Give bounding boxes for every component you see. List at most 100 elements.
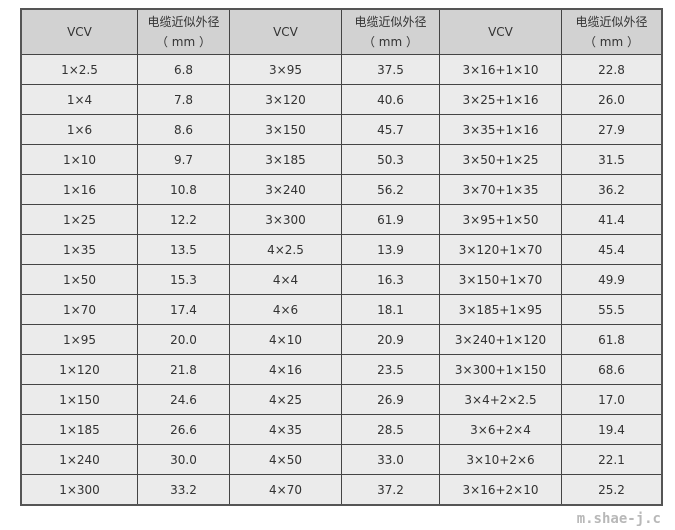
cell-diameter: 26.0 <box>561 84 663 115</box>
cell-diameter: 22.8 <box>561 54 663 85</box>
table-row: 1×50 15.3 4×4 16.3 3×150+1×70 49.9 <box>20 264 663 295</box>
cell-vcv-spec: 1×240 <box>20 444 138 475</box>
cell-vcv-spec: 3×70+1×35 <box>439 174 562 205</box>
cell-diameter: 36.2 <box>561 174 663 205</box>
table-row: 1×120 21.8 4×16 23.5 3×300+1×150 68.6 <box>20 354 663 385</box>
header-row: VCV 电缆近似外径 （ mm ） VCV 电缆近似外径 （ mm ） VCV 电缆近似外径 （… <box>20 8 663 55</box>
cell-vcv-spec: 3×185 <box>229 144 342 175</box>
cell-vcv-spec: 1×2.5 <box>20 54 138 85</box>
cell-vcv-spec: 3×35+1×16 <box>439 114 562 145</box>
cell-diameter: 6.8 <box>137 54 230 85</box>
cell-vcv-spec: 4×2.5 <box>229 234 342 265</box>
cell-vcv-spec: 1×70 <box>20 294 138 325</box>
cell-diameter: 26.9 <box>341 384 440 415</box>
table-row: 1×6 8.6 3×150 45.7 3×35+1×16 27.9 <box>20 114 663 145</box>
cell-vcv-spec: 4×16 <box>229 354 342 385</box>
cell-vcv-spec: 3×95 <box>229 54 342 85</box>
cell-diameter: 10.8 <box>137 174 230 205</box>
cell-diameter: 20.0 <box>137 324 230 355</box>
header-diameter-label: 电缆近似外径 <box>575 15 648 29</box>
cell-diameter: 18.1 <box>341 294 440 325</box>
cell-vcv-spec: 1×16 <box>20 174 138 205</box>
cell-vcv-spec: 1×95 <box>20 324 138 355</box>
cell-diameter: 26.6 <box>137 414 230 445</box>
cell-vcv-spec: 1×300 <box>20 474 138 506</box>
cell-vcv-spec: 4×4 <box>229 264 342 295</box>
cell-vcv-spec: 4×50 <box>229 444 342 475</box>
cell-vcv-spec: 1×185 <box>20 414 138 445</box>
header-diameter-label: 电缆近似外径 <box>354 15 427 29</box>
cell-vcv-spec: 4×25 <box>229 384 342 415</box>
cell-diameter: 30.0 <box>137 444 230 475</box>
cell-vcv-spec: 1×25 <box>20 204 138 235</box>
header-diameter: 电缆近似外径 （ mm ） <box>561 8 663 55</box>
cell-diameter: 61.8 <box>561 324 663 355</box>
cell-diameter: 56.2 <box>341 174 440 205</box>
cell-diameter: 21.8 <box>137 354 230 385</box>
cell-diameter: 7.8 <box>137 84 230 115</box>
cell-diameter: 33.0 <box>341 444 440 475</box>
table-row: 1×2.5 6.8 3×95 37.5 3×16+1×10 22.8 <box>20 54 663 85</box>
table-row: 1×300 33.2 4×70 37.2 3×16+2×10 25.2 <box>20 474 663 506</box>
cell-diameter: 25.2 <box>561 474 663 506</box>
cell-vcv-spec: 3×4+2×2.5 <box>439 384 562 415</box>
header-diameter-label: 电缆近似外径 <box>147 15 220 29</box>
cell-diameter: 17.4 <box>137 294 230 325</box>
cell-diameter: 37.5 <box>341 54 440 85</box>
cell-diameter: 17.0 <box>561 384 663 415</box>
cell-diameter: 61.9 <box>341 204 440 235</box>
cell-diameter: 24.6 <box>137 384 230 415</box>
cell-vcv-spec: 3×300 <box>229 204 342 235</box>
cable-diameter-table: VCV 电缆近似外径 （ mm ） VCV 电缆近似外径 （ mm ） VCV 电缆近似外径 （… <box>20 8 663 506</box>
table-row: 1×240 30.0 4×50 33.0 3×10+2×6 22.1 <box>20 444 663 475</box>
header-diameter: 电缆近似外径 （ mm ） <box>341 8 440 55</box>
cell-vcv-spec: 1×120 <box>20 354 138 385</box>
cell-diameter: 13.5 <box>137 234 230 265</box>
cell-diameter: 9.7 <box>137 144 230 175</box>
cell-diameter: 22.1 <box>561 444 663 475</box>
cell-diameter: 40.6 <box>341 84 440 115</box>
cell-vcv-spec: 1×4 <box>20 84 138 115</box>
cell-diameter: 19.4 <box>561 414 663 445</box>
cell-vcv-spec: 3×25+1×16 <box>439 84 562 115</box>
table-row: 1×4 7.8 3×120 40.6 3×25+1×16 26.0 <box>20 84 663 115</box>
header-vcv: VCV <box>439 8 562 55</box>
cell-diameter: 15.3 <box>137 264 230 295</box>
table-row: 1×16 10.8 3×240 56.2 3×70+1×35 36.2 <box>20 174 663 205</box>
cell-diameter: 8.6 <box>137 114 230 145</box>
cell-diameter: 50.3 <box>341 144 440 175</box>
cell-diameter: 45.4 <box>561 234 663 265</box>
cell-vcv-spec: 4×6 <box>229 294 342 325</box>
cell-vcv-spec: 3×150 <box>229 114 342 145</box>
cell-vcv-spec: 4×10 <box>229 324 342 355</box>
table-row: 1×25 12.2 3×300 61.9 3×95+1×50 41.4 <box>20 204 663 235</box>
cell-diameter: 12.2 <box>137 204 230 235</box>
cell-diameter: 16.3 <box>341 264 440 295</box>
cell-diameter: 41.4 <box>561 204 663 235</box>
cell-diameter: 68.6 <box>561 354 663 385</box>
cell-vcv-spec: 1×35 <box>20 234 138 265</box>
header-unit: （ mm ） <box>362 35 418 49</box>
cell-vcv-spec: 3×240+1×120 <box>439 324 562 355</box>
cell-diameter: 45.7 <box>341 114 440 145</box>
cell-diameter: 37.2 <box>341 474 440 506</box>
cell-vcv-spec: 4×70 <box>229 474 342 506</box>
cell-vcv-spec: 1×150 <box>20 384 138 415</box>
cell-vcv-spec: 3×6+2×4 <box>439 414 562 445</box>
cell-diameter: 27.9 <box>561 114 663 145</box>
watermark: m.shae-j.c <box>576 511 661 527</box>
cell-diameter: 20.9 <box>341 324 440 355</box>
cell-vcv-spec: 3×185+1×95 <box>439 294 562 325</box>
table-row: 1×10 9.7 3×185 50.3 3×50+1×25 31.5 <box>20 144 663 175</box>
table-row: 1×185 26.6 4×35 28.5 3×6+2×4 19.4 <box>20 414 663 445</box>
cell-vcv-spec: 3×16+1×10 <box>439 54 562 85</box>
header-unit: （ mm ） <box>583 35 639 49</box>
cell-diameter: 49.9 <box>561 264 663 295</box>
cell-diameter: 31.5 <box>561 144 663 175</box>
cell-vcv-spec: 1×10 <box>20 144 138 175</box>
cell-diameter: 13.9 <box>341 234 440 265</box>
cell-vcv-spec: 3×120+1×70 <box>439 234 562 265</box>
header-diameter: 电缆近似外径 （ mm ） <box>137 8 230 55</box>
cell-vcv-spec: 3×240 <box>229 174 342 205</box>
header-vcv: VCV <box>20 8 138 55</box>
